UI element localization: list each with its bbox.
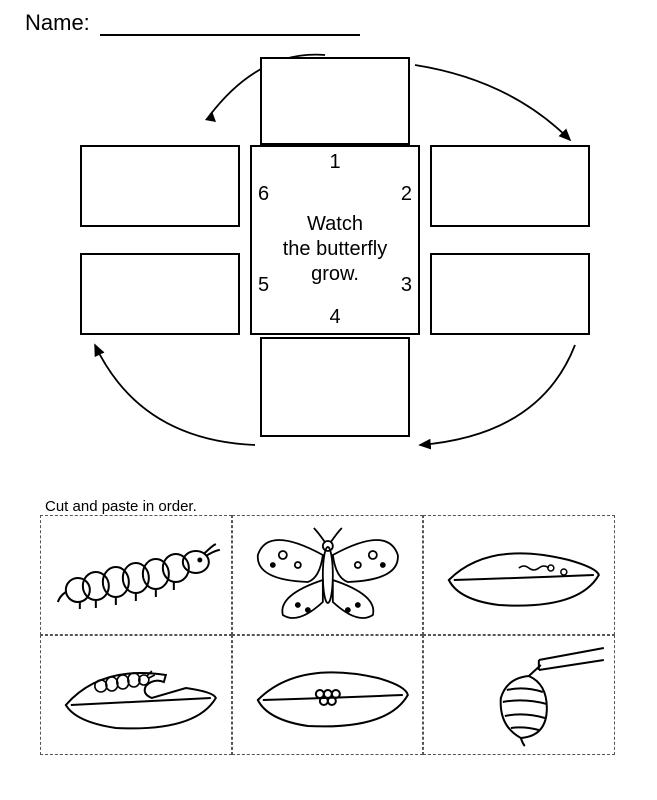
cycle-number-6: 6	[258, 183, 269, 206]
cycle-center-text: Watch the butterfly grow.	[252, 212, 418, 287]
cut-cell-leaf-larva[interactable]	[423, 515, 615, 635]
butterfly-icon	[237, 520, 419, 630]
cutpaste-row-2	[40, 635, 615, 755]
cutpaste-grid	[40, 515, 615, 755]
cycle-number-2: 2	[401, 183, 412, 206]
chrysalis-icon	[428, 640, 610, 750]
name-label: Name:	[25, 10, 90, 35]
cut-cell-butterfly[interactable]	[232, 515, 424, 635]
leaf-larva-icon	[428, 520, 610, 630]
cycle-number-1: 1	[252, 151, 418, 174]
cycle-slot-1[interactable]	[260, 57, 410, 145]
cycle-center-box: 1 2 3 4 5 6 Watch the butterfly grow.	[250, 145, 420, 335]
cycle-slot-6[interactable]	[80, 145, 240, 227]
cycle-slot-4[interactable]	[260, 337, 410, 437]
cut-cell-leaf-eggs[interactable]	[232, 635, 424, 755]
cycle-slot-5[interactable]	[80, 253, 240, 335]
lifecycle-diagram: 1 2 3 4 5 6 Watch the butterfly grow.	[30, 45, 620, 475]
caterpillar-icon	[45, 520, 227, 630]
cycle-number-4: 4	[252, 306, 418, 329]
cycle-slot-2[interactable]	[430, 145, 590, 227]
cut-cell-leaf-eating[interactable]	[40, 635, 232, 755]
leaf-eggs-icon	[237, 640, 419, 750]
name-input-line[interactable]	[100, 34, 360, 36]
cutpaste-instruction: Cut and paste in order.	[45, 498, 197, 515]
cut-cell-caterpillar[interactable]	[40, 515, 232, 635]
cycle-slot-3[interactable]	[430, 253, 590, 335]
cutpaste-row-1	[40, 515, 615, 635]
cut-cell-chrysalis[interactable]	[423, 635, 615, 755]
leaf-eating-icon	[45, 640, 227, 750]
name-field-row: Name:	[25, 10, 360, 36]
